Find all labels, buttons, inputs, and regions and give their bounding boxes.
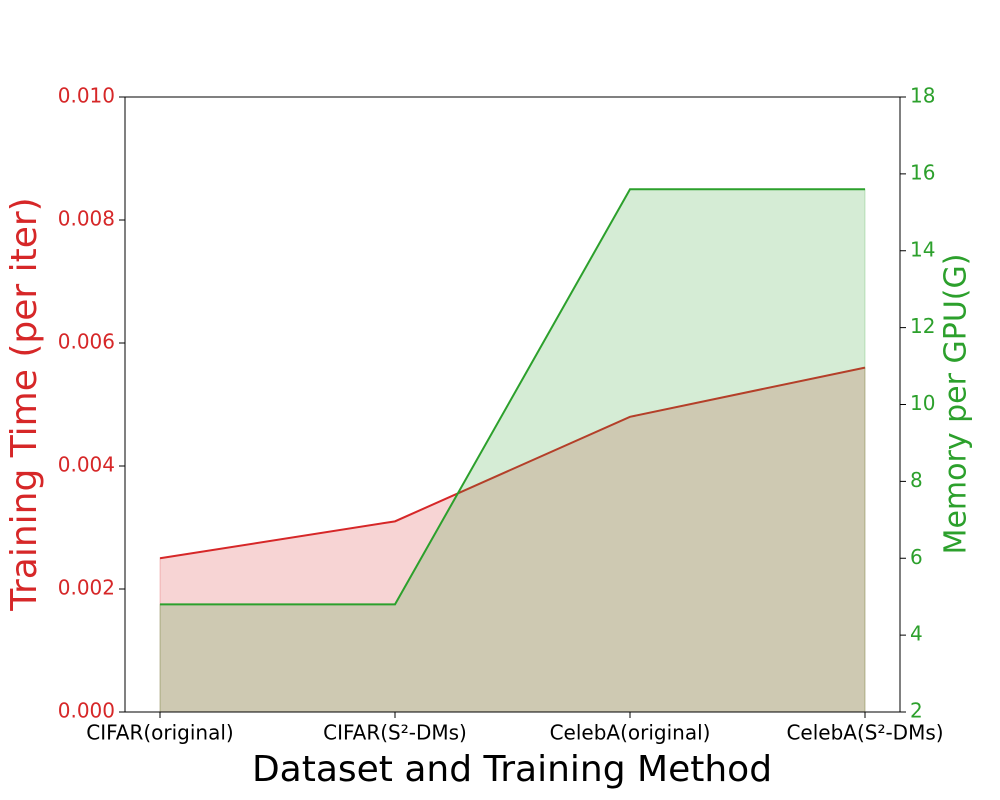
y-tick-label: 0.006: [58, 330, 115, 354]
x-axis-label: Dataset and Training Method: [252, 749, 772, 790]
y2-axis-label: Memory per GPU(G): [939, 254, 974, 555]
y2-tick-label: 6: [910, 545, 923, 569]
y-tick-label: 0.000: [58, 699, 115, 723]
y2-tick-label: 12: [910, 314, 935, 338]
area-fill: [159, 188, 866, 713]
y-tick-label: 0.010: [58, 84, 115, 108]
x-tick-label: CelebA(original): [550, 721, 711, 745]
line: [159, 366, 866, 560]
x-tick-label: CelebA(S²-DMs): [786, 721, 943, 745]
y2-tick-label: 18: [910, 84, 935, 108]
y2-tick-label: 14: [910, 237, 935, 261]
x-tick-label: CIFAR(original): [86, 721, 233, 745]
y2-tick-label: 10: [910, 391, 935, 415]
y2-tick-label: 2: [910, 699, 923, 723]
y-tick-label: 0.002: [58, 576, 115, 600]
y2-tick-label: 4: [910, 622, 923, 646]
y-tick-label: 0.004: [58, 453, 115, 477]
y-tick-label: 0.008: [58, 207, 115, 231]
line: [160, 188, 865, 606]
x-tick-label: CIFAR(S²-DMs): [323, 721, 467, 745]
y-axis-label: Training Time (per iter): [4, 197, 45, 611]
y2-tick-label: 16: [910, 160, 935, 184]
y2-tick-label: 8: [910, 468, 923, 492]
